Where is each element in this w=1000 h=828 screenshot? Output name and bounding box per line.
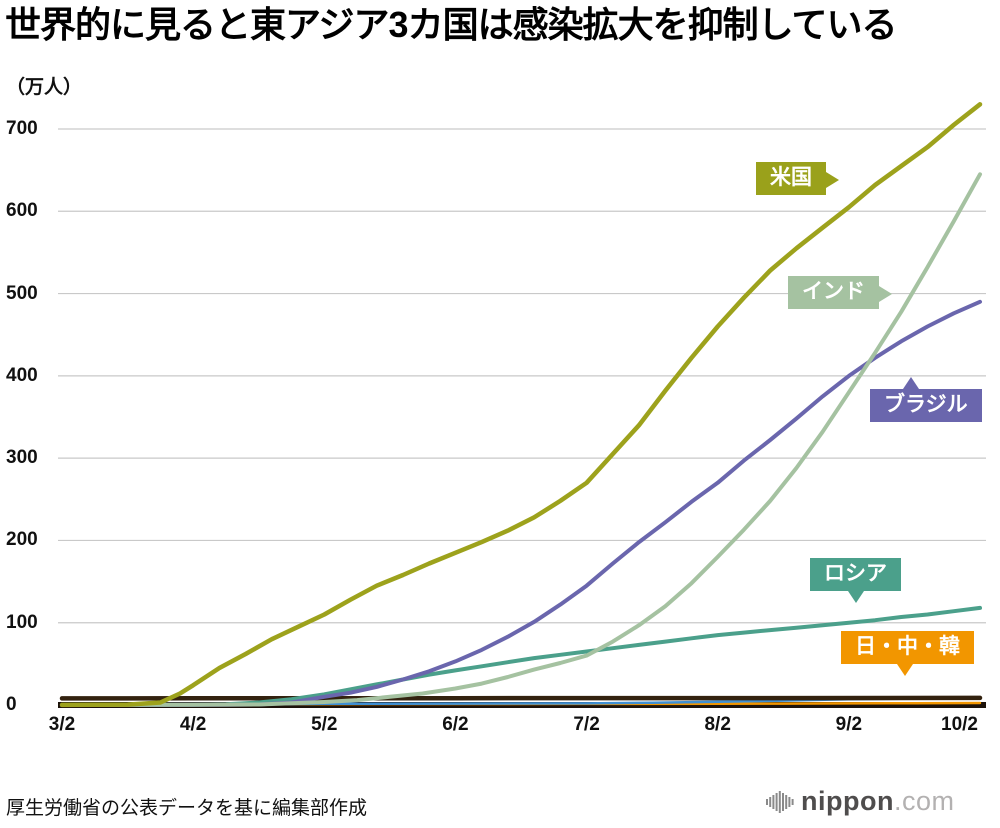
source-note: 厚生労働省の公表データを基に編集部作成 [6, 798, 368, 819]
label-pointer-icon [848, 591, 865, 604]
series-line-india [60, 172, 982, 707]
logo-name-text: nippon [801, 786, 894, 816]
label-pointer-icon [879, 286, 892, 303]
series-label-india-text: インド [802, 280, 865, 303]
series-label-east-asia-text: 日・中・韓 [855, 635, 960, 658]
logo-wordmark: nippon.com [801, 786, 954, 817]
chart-title: 世界的に見ると東アジア3カ国は感染拡大を抑制している [5, 4, 898, 45]
series-label-india: インド [788, 276, 892, 310]
series-line-brazil [60, 299, 982, 707]
soundwave-logo-icon [766, 790, 794, 813]
series-line-eastasia-dark [59, 695, 983, 701]
series-label-russia: ロシア [810, 558, 901, 604]
series-line-russia [60, 605, 982, 707]
series-label-usa: 米国 [756, 162, 839, 196]
series-line-usa [59, 102, 983, 708]
series-label-brazil-text: ブラジル [884, 393, 968, 416]
series-label-russia-text: ロシア [824, 562, 887, 585]
series-label-east-asia: 日・中・韓 [841, 631, 974, 677]
nippon-com-logo: nippon.com [766, 786, 954, 817]
series-label-usa-text: 米国 [770, 166, 812, 189]
y-axis-unit-label: （万人） [6, 77, 83, 98]
logo-suffix-text: .com [893, 786, 955, 816]
label-pointer-icon [826, 172, 839, 189]
label-pointer-icon [896, 664, 913, 677]
label-pointer-icon [903, 377, 920, 389]
series-label-brazil: ブラジル [870, 377, 982, 423]
